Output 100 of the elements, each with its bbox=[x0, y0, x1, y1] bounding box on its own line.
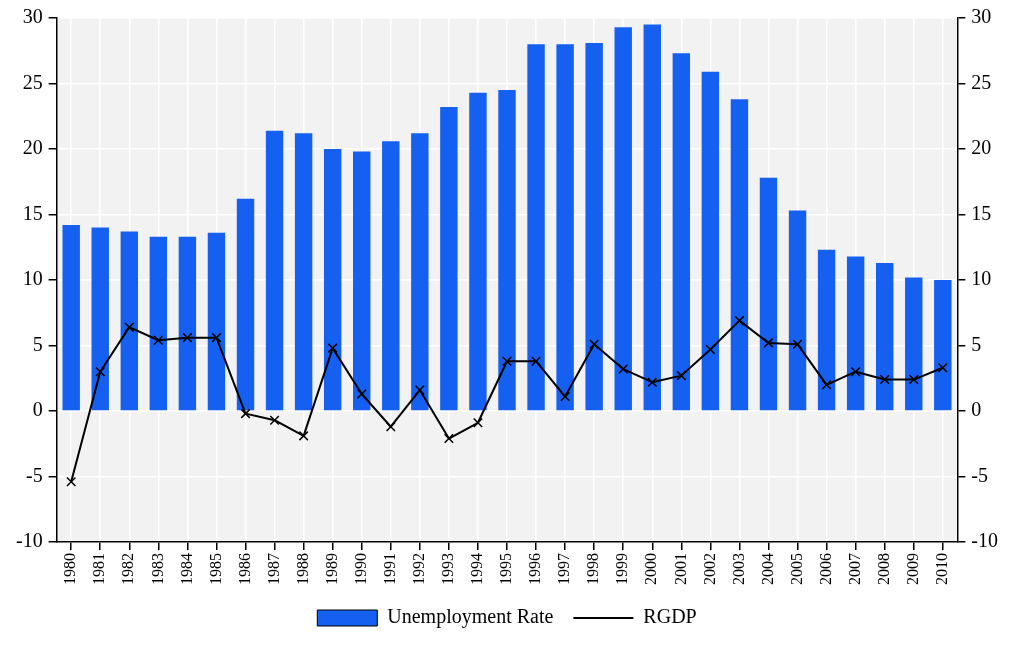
point bbox=[327, 343, 338, 354]
x-tick-label: 2000 bbox=[642, 553, 660, 585]
x-tick-label: 1993 bbox=[439, 553, 457, 585]
point bbox=[734, 315, 745, 326]
y-tick-label: 25 bbox=[22, 70, 43, 93]
x-tick-label: 2005 bbox=[787, 553, 805, 585]
x-tick-label: 1998 bbox=[584, 553, 602, 585]
point bbox=[356, 388, 367, 399]
bar bbox=[759, 177, 778, 411]
x-tick-label: 1995 bbox=[497, 553, 515, 585]
y2-tick-label: 20 bbox=[971, 136, 992, 159]
point bbox=[792, 339, 803, 350]
bar bbox=[846, 256, 865, 411]
y2-tick-label: 15 bbox=[971, 201, 992, 224]
point bbox=[647, 377, 658, 388]
point bbox=[240, 408, 251, 419]
point bbox=[850, 366, 861, 377]
y-tick-label: -10 bbox=[15, 529, 43, 552]
bar bbox=[91, 227, 109, 411]
x-tick-label: 1996 bbox=[526, 553, 544, 585]
x-tick-label: 2009 bbox=[903, 553, 921, 585]
x-tick-label: 2002 bbox=[700, 553, 718, 585]
x-tick-label: 1986 bbox=[235, 553, 253, 585]
y-tick-label: 10 bbox=[22, 267, 43, 290]
point bbox=[182, 332, 193, 343]
bar bbox=[207, 232, 226, 411]
point bbox=[676, 370, 687, 381]
point bbox=[298, 430, 309, 441]
x-tick-label: 2003 bbox=[729, 553, 747, 585]
x-tick-label: 1984 bbox=[177, 553, 195, 585]
point bbox=[443, 433, 454, 444]
x-tick-label: 2004 bbox=[758, 553, 776, 585]
bar bbox=[323, 149, 342, 411]
y-tick-label: -5 bbox=[25, 463, 43, 486]
y-tick-label: 5 bbox=[32, 332, 43, 355]
point bbox=[95, 366, 106, 377]
y2-tick-label: 5 bbox=[971, 332, 982, 355]
point bbox=[821, 379, 832, 390]
bar bbox=[643, 24, 661, 411]
x-tick-label: 1989 bbox=[322, 553, 340, 585]
bar bbox=[498, 90, 516, 411]
x-tick-label: 1981 bbox=[90, 553, 108, 585]
bar bbox=[236, 198, 255, 411]
point bbox=[879, 374, 890, 385]
point bbox=[153, 335, 164, 346]
x-tick-label: 1980 bbox=[61, 553, 79, 585]
bar bbox=[934, 280, 952, 411]
bar bbox=[149, 236, 168, 411]
bar bbox=[556, 44, 574, 411]
x-tick-label: 1988 bbox=[293, 553, 311, 585]
bar bbox=[411, 133, 429, 411]
y-tick-label: 0 bbox=[32, 398, 43, 421]
x-tick-label: 1997 bbox=[555, 553, 573, 585]
bar bbox=[120, 231, 139, 411]
x-tick-label: 1985 bbox=[206, 553, 224, 585]
bar bbox=[469, 92, 487, 411]
point bbox=[908, 374, 919, 385]
point bbox=[385, 421, 396, 432]
bar bbox=[788, 210, 807, 411]
point bbox=[560, 391, 571, 402]
point bbox=[937, 362, 948, 373]
y2-tick-label: 0 bbox=[971, 398, 982, 421]
legend-label: RGDP bbox=[643, 605, 697, 628]
y2-tick-label: -5 bbox=[971, 463, 989, 486]
bar bbox=[672, 53, 691, 411]
x-tick-label: 2010 bbox=[933, 553, 951, 585]
y-tick-label: 30 bbox=[22, 5, 43, 28]
bar bbox=[440, 107, 458, 411]
x-tick-label: 1991 bbox=[380, 553, 398, 585]
x-tick-label: 1982 bbox=[119, 553, 137, 585]
y2-tick-label: -10 bbox=[971, 529, 999, 552]
y2-tick-label: 25 bbox=[971, 70, 992, 93]
x-tick-label: 1990 bbox=[351, 553, 369, 585]
point bbox=[763, 337, 774, 348]
point bbox=[211, 332, 222, 343]
point bbox=[705, 344, 716, 355]
point bbox=[472, 417, 483, 428]
bar bbox=[905, 277, 923, 411]
point bbox=[414, 385, 425, 396]
legend-label: Unemployment Rate bbox=[387, 605, 554, 629]
point bbox=[589, 339, 600, 350]
x-tick-label: 1994 bbox=[468, 553, 486, 585]
bar bbox=[730, 99, 749, 411]
y2-tick-label: 30 bbox=[971, 5, 992, 28]
bar bbox=[701, 71, 720, 411]
x-tick-label: 2001 bbox=[671, 553, 689, 585]
bar bbox=[585, 42, 603, 411]
point bbox=[269, 415, 280, 426]
bar bbox=[62, 224, 80, 411]
bar bbox=[353, 151, 371, 411]
y-tick-label: 15 bbox=[22, 201, 43, 224]
y2-tick-label: 10 bbox=[971, 267, 992, 290]
bar bbox=[294, 133, 313, 411]
x-tick-label: 2006 bbox=[816, 553, 834, 585]
x-tick-label: 2007 bbox=[845, 553, 863, 585]
y-tick-label: 20 bbox=[22, 136, 43, 159]
x-tick-label: 1987 bbox=[264, 553, 282, 585]
x-tick-label: 2008 bbox=[874, 553, 892, 585]
x-tick-label: 1999 bbox=[613, 553, 631, 585]
x-tick-label: 1992 bbox=[410, 553, 428, 585]
